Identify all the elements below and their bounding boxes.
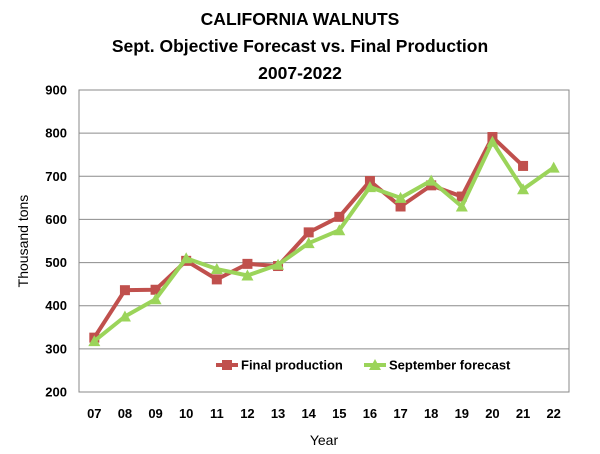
y-tick-label: 800 xyxy=(45,126,67,141)
data-point xyxy=(425,174,438,186)
data-point xyxy=(272,258,285,270)
data-point xyxy=(455,200,468,212)
legend-item: September forecast xyxy=(364,358,511,373)
plot-area-border xyxy=(78,89,570,393)
data-point xyxy=(210,263,223,275)
data-point xyxy=(180,252,193,264)
y-tick-label: 300 xyxy=(45,341,67,356)
data-point xyxy=(363,181,376,193)
series-september-forecast xyxy=(88,135,560,347)
data-point xyxy=(369,359,381,370)
data-point xyxy=(242,258,253,269)
x-tick-label: 17 xyxy=(393,406,407,421)
x-tick-label: 15 xyxy=(332,406,346,421)
data-point xyxy=(517,183,530,195)
x-tick-label: 16 xyxy=(363,406,377,421)
data-point xyxy=(303,227,314,238)
x-tick-label: 08 xyxy=(118,406,132,421)
y-tick-label: 400 xyxy=(45,298,67,313)
data-point xyxy=(333,224,346,236)
x-tick-label: 20 xyxy=(485,406,499,421)
y-tick-label: 900 xyxy=(45,83,67,98)
chart-title-line-1: CALIFORNIA WALNUTS xyxy=(200,9,400,29)
y-tick-label: 500 xyxy=(45,255,67,270)
y-axis-ticks: 200 300 400 500 600 700 800 900 xyxy=(45,83,67,400)
x-axis-label: Year xyxy=(310,432,339,448)
x-tick-label: 09 xyxy=(148,406,162,421)
y-axis-label: Thousand tons xyxy=(15,195,31,288)
legend-item: Final production xyxy=(216,358,343,373)
x-tick-label: 19 xyxy=(455,406,469,421)
x-tick-label: 11 xyxy=(210,406,224,421)
data-point xyxy=(518,160,529,171)
data-point xyxy=(394,191,407,203)
data-point xyxy=(364,176,375,187)
data-point xyxy=(119,285,130,296)
data-point xyxy=(149,293,162,305)
legend-label: Final production xyxy=(241,358,343,373)
data-point xyxy=(302,237,315,249)
chart-title-line-2: Sept. Objective Forecast vs. Final Produ… xyxy=(111,36,489,56)
x-tick-label: 13 xyxy=(271,406,285,421)
data-point xyxy=(486,135,499,147)
data-point xyxy=(211,274,222,285)
data-point xyxy=(456,191,467,202)
legend: Final production September forecast xyxy=(216,358,511,373)
x-tick-label: 07 xyxy=(87,406,101,421)
data-point xyxy=(118,310,131,322)
x-tick-label: 22 xyxy=(546,406,560,421)
data-point xyxy=(88,335,101,347)
x-tick-label: 12 xyxy=(240,406,254,421)
data-point xyxy=(222,360,232,370)
y-tick-label: 200 xyxy=(45,385,67,400)
data-point xyxy=(547,161,560,173)
legend-label: September forecast xyxy=(389,358,511,373)
data-point xyxy=(241,269,254,281)
x-tick-label: 18 xyxy=(424,406,438,421)
x-tick-label: 21 xyxy=(516,406,530,421)
y-tick-label: 600 xyxy=(45,212,67,227)
data-point xyxy=(150,284,161,295)
series-line xyxy=(93,139,555,343)
series-group xyxy=(88,132,560,347)
x-tick-label: 10 xyxy=(179,406,193,421)
y-tick-label: 700 xyxy=(45,169,67,184)
data-point xyxy=(395,201,406,212)
chart-title-line-3: 2007-2022 xyxy=(258,63,342,83)
x-axis-ticks: 07 08 09 10 11 12 13 14 15 16 17 18 19 20 21 22 xyxy=(87,406,561,421)
x-tick-label: 14 xyxy=(301,406,316,421)
data-point xyxy=(334,211,345,222)
